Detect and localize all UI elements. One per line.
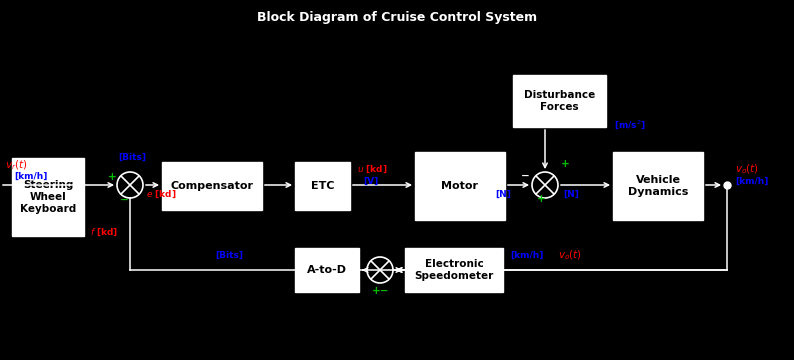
Text: Steering
Wheel
Keyboard: Steering Wheel Keyboard — [20, 180, 76, 215]
Text: Vehicle
Dynamics: Vehicle Dynamics — [628, 175, 688, 197]
Text: $u$ [kd]: $u$ [kd] — [357, 164, 387, 175]
Text: ETC: ETC — [310, 181, 334, 191]
Text: +−: +− — [372, 286, 390, 296]
FancyBboxPatch shape — [415, 152, 505, 220]
FancyBboxPatch shape — [613, 152, 703, 220]
Text: [Bits]: [Bits] — [215, 251, 243, 260]
FancyBboxPatch shape — [513, 75, 606, 127]
FancyBboxPatch shape — [295, 248, 359, 292]
Circle shape — [117, 172, 143, 198]
Text: A-to-D: A-to-D — [307, 265, 347, 275]
Text: [m/s$^2$]: [m/s$^2$] — [614, 118, 646, 131]
FancyBboxPatch shape — [12, 158, 84, 236]
Text: [N]: [N] — [563, 190, 579, 199]
Circle shape — [367, 257, 393, 283]
Text: Compensator: Compensator — [171, 181, 253, 191]
Text: Electronic
Speedometer: Electronic Speedometer — [414, 259, 494, 281]
Text: [km/h]: [km/h] — [14, 172, 48, 181]
Text: Motor: Motor — [441, 181, 479, 191]
Text: −: − — [521, 171, 530, 181]
Text: +: + — [537, 194, 545, 204]
Text: $f$ [kd]: $f$ [kd] — [90, 227, 118, 238]
Text: $v_r(t)$: $v_r(t)$ — [5, 158, 28, 172]
Text: Disturbance
Forces: Disturbance Forces — [524, 90, 596, 112]
Text: −: − — [120, 195, 129, 205]
Text: $e$ [kd]: $e$ [kd] — [146, 189, 176, 200]
Text: +: + — [108, 172, 117, 182]
Text: [V]: [V] — [363, 177, 378, 186]
Text: Block Diagram of Cruise Control System: Block Diagram of Cruise Control System — [257, 12, 537, 24]
Text: $v_o(t)$: $v_o(t)$ — [558, 248, 582, 262]
Text: [km/h]: [km/h] — [735, 177, 769, 186]
Text: $v_o(t)$: $v_o(t)$ — [735, 162, 759, 176]
Text: [N]: [N] — [495, 190, 511, 199]
Text: [km/h]: [km/h] — [510, 251, 543, 260]
FancyBboxPatch shape — [162, 162, 262, 210]
FancyBboxPatch shape — [405, 248, 503, 292]
Circle shape — [532, 172, 558, 198]
Text: [Bits]: [Bits] — [118, 153, 146, 162]
FancyBboxPatch shape — [295, 162, 350, 210]
Text: +: + — [561, 159, 570, 169]
